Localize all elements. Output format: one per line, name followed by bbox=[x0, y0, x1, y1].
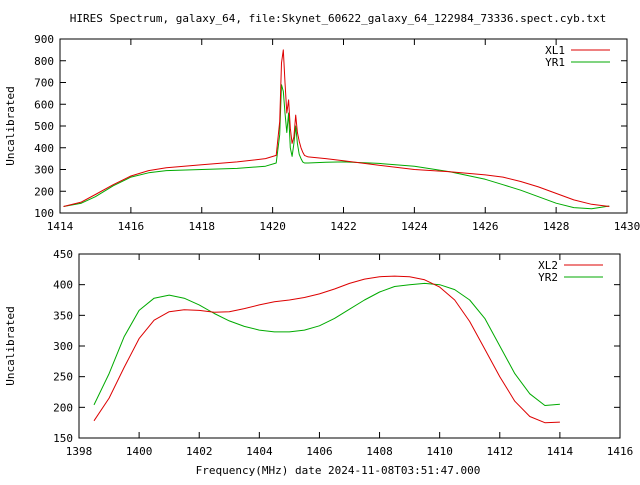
chart1-y-tick-label: 400 bbox=[34, 142, 54, 155]
chart1-x-tick-label: 1416 bbox=[118, 220, 145, 233]
chart2-x-tick-label: 1398 bbox=[66, 445, 93, 458]
chart2-y-tick-label: 300 bbox=[53, 340, 73, 353]
chart2-x-tick-label: 1414 bbox=[547, 445, 574, 458]
chart1-x-tick-label: 1430 bbox=[614, 220, 640, 233]
chart2-y-tick-label: 250 bbox=[53, 371, 73, 384]
chart2-legend-label-yr2: YR2 bbox=[538, 271, 558, 284]
chart1-y-tick-label: 100 bbox=[34, 207, 54, 220]
chart1-y-axis-label: Uncalibrated bbox=[4, 86, 17, 165]
chart2-x-tick-label: 1404 bbox=[246, 445, 273, 458]
chart1-y-tick-label: 900 bbox=[34, 33, 54, 46]
chart2-y-tick-label: 200 bbox=[53, 401, 73, 414]
chart1-legend-label-yr1: YR1 bbox=[545, 56, 565, 69]
chart2-y-tick-label: 350 bbox=[53, 309, 73, 322]
chart2-series-xl2-line bbox=[93, 275, 560, 424]
chart2-y-tick-label: 450 bbox=[53, 248, 73, 261]
chart1-y-tick-label: 800 bbox=[34, 55, 54, 68]
chart2-x-tick-label: 1412 bbox=[487, 445, 514, 458]
chart1-x-tick-label: 1426 bbox=[472, 220, 499, 233]
chart1-y-tick-label: 500 bbox=[34, 120, 54, 133]
chart2-x-tick-label: 1408 bbox=[366, 445, 393, 458]
chart1-legend-label-xl1: XL1 bbox=[545, 44, 565, 57]
chart2-y-tick-label: 150 bbox=[53, 432, 73, 445]
chart1-series-yr1-line bbox=[63, 84, 610, 210]
chart1-y-tick-label: 700 bbox=[34, 77, 54, 90]
chart1-x-tick-label: 1422 bbox=[330, 220, 357, 233]
chart2-x-tick-label: 1406 bbox=[306, 445, 333, 458]
chart2-x-tick-label: 1402 bbox=[186, 445, 213, 458]
chart2-x-tick-label: 1416 bbox=[607, 445, 634, 458]
chart-title: HIRES Spectrum, galaxy_64, file:Skynet_6… bbox=[70, 12, 606, 25]
chart2-y-axis-label: Uncalibrated bbox=[4, 306, 17, 385]
chart2-y-tick-label: 400 bbox=[53, 279, 73, 292]
chart2-x-tick-label: 1400 bbox=[126, 445, 153, 458]
chart2-legend-label-xl2: XL2 bbox=[538, 259, 558, 272]
chart1-series-xl1-line bbox=[63, 49, 610, 207]
chart1-x-tick-label: 1418 bbox=[189, 220, 216, 233]
chart2-x-tick-label: 1410 bbox=[426, 445, 453, 458]
chart2-x-axis-label: Frequency(MHz) date 2024-11-08T03:51:47.… bbox=[196, 464, 481, 477]
chart1-y-tick-label: 200 bbox=[34, 185, 54, 198]
chart1-y-tick-label: 600 bbox=[34, 98, 54, 111]
chart1-y-tick-label: 300 bbox=[34, 164, 54, 177]
chart1-plot-frame bbox=[59, 38, 628, 214]
chart1-x-tick-label: 1420 bbox=[259, 220, 286, 233]
chart1-x-tick-label: 1414 bbox=[47, 220, 74, 233]
chart1-x-tick-label: 1424 bbox=[401, 220, 428, 233]
chart2-series-yr2-line bbox=[93, 282, 560, 406]
chart1-x-tick-label: 1428 bbox=[543, 220, 570, 233]
